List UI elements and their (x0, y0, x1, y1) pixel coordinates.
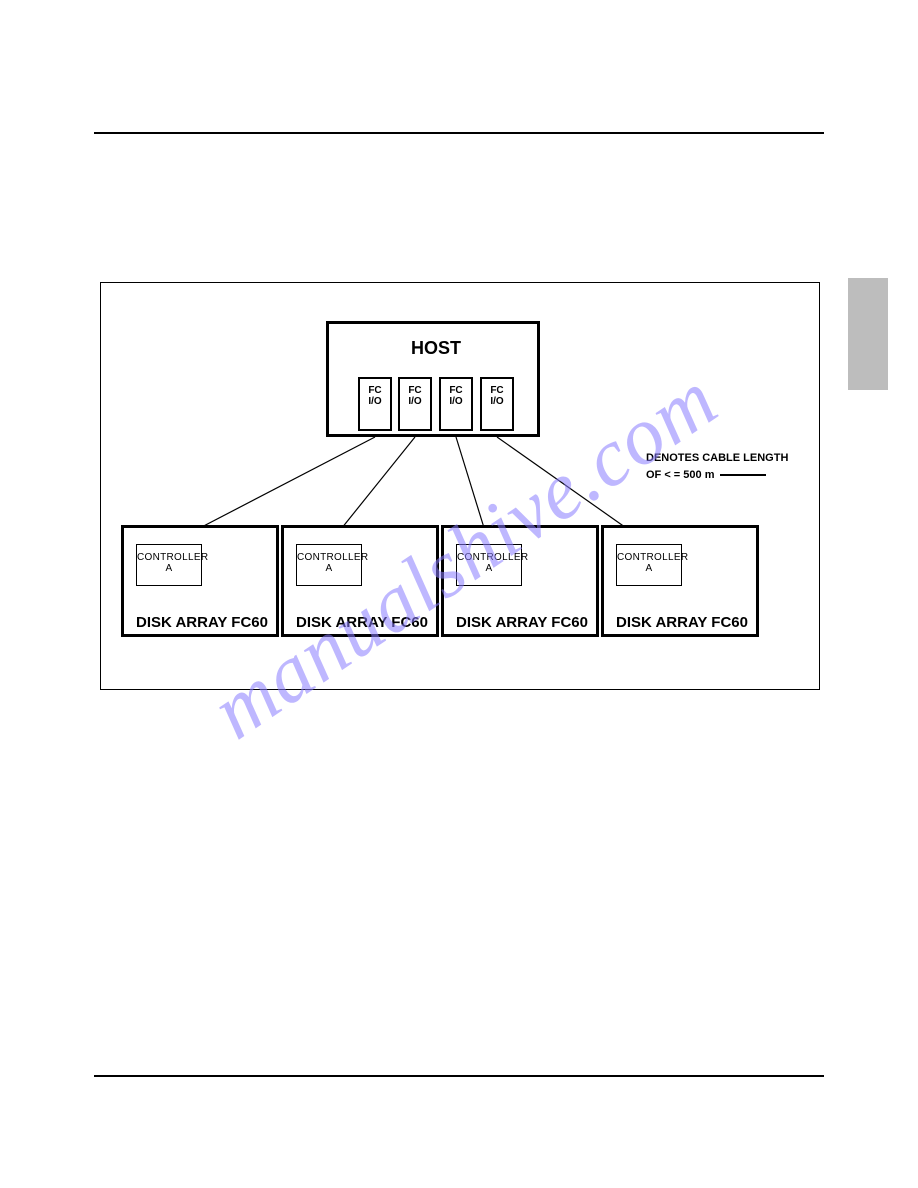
fc-io-port: FCI/O (480, 377, 514, 431)
legend-line2: OF < = 500 m (646, 468, 788, 483)
controller-box: CONTROLLERA (616, 544, 682, 586)
fc-io-port: FCI/O (439, 377, 473, 431)
side-tab (848, 278, 888, 390)
page: HOST FCI/OFCI/OFCI/OFCI/O DENOTES CABLE … (0, 0, 918, 1188)
host-box: HOST FCI/OFCI/OFCI/OFCI/O (326, 321, 540, 437)
legend-line1: DENOTES CABLE LENGTH (646, 451, 788, 466)
host-title: HOST (329, 338, 543, 359)
disk-array-label: DISK ARRAY FC60 (456, 614, 588, 631)
legend-underline (720, 474, 766, 476)
controller-box: CONTROLLERA (456, 544, 522, 586)
controller-box: CONTROLLERA (296, 544, 362, 586)
bottom-rule (94, 1075, 824, 1077)
cable-length-legend: DENOTES CABLE LENGTH OF < = 500 m (646, 451, 788, 483)
disk-array: CONTROLLERA DISK ARRAY FC60 (601, 525, 759, 637)
disk-array: CONTROLLERA DISK ARRAY FC60 (441, 525, 599, 637)
fc-io-port: FCI/O (358, 377, 392, 431)
disk-array-label: DISK ARRAY FC60 (296, 614, 428, 631)
disk-array-label: DISK ARRAY FC60 (616, 614, 748, 631)
top-rule (94, 132, 824, 134)
disk-array: CONTROLLERA DISK ARRAY FC60 (281, 525, 439, 637)
disk-array-label: DISK ARRAY FC60 (136, 614, 268, 631)
controller-box: CONTROLLERA (136, 544, 202, 586)
fc-io-port: FCI/O (398, 377, 432, 431)
legend-line2-text: OF < = 500 m (646, 469, 714, 481)
diagram-frame: HOST FCI/OFCI/OFCI/OFCI/O DENOTES CABLE … (100, 282, 820, 690)
disk-array: CONTROLLERA DISK ARRAY FC60 (121, 525, 279, 637)
